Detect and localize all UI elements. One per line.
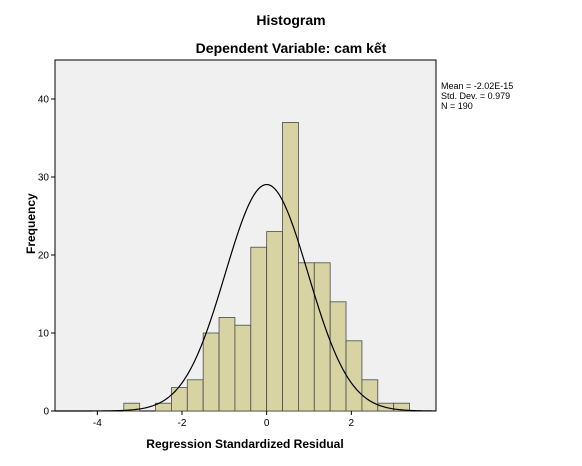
histogram-bar <box>250 246 268 412</box>
histogram-bar <box>234 324 252 412</box>
histogram-bar <box>313 262 331 412</box>
y-tick-label: 10 <box>38 329 50 340</box>
stats-n: N = 190 <box>441 101 473 111</box>
histogram-bar <box>266 231 283 412</box>
y-tick-label: 0 <box>43 407 49 418</box>
histogram-bar <box>345 340 363 412</box>
histogram-bar <box>361 379 379 412</box>
stats-box: Mean = -2.02E-15 Std. Dev. = 0.979 N = 1… <box>441 81 513 111</box>
x-tick-label: 0 <box>264 418 270 429</box>
histogram-bar <box>393 402 410 412</box>
chart-subtitle: Dependent Variable: cam kết <box>195 40 387 56</box>
histogram-bar <box>282 122 299 412</box>
axes-group: 0 10 20 30 40 -4 -2 0 2 <box>38 95 355 430</box>
y-tick-label: 40 <box>38 95 50 106</box>
x-axis-label: Regression Standardized Residual <box>146 437 344 451</box>
histogram-bar <box>123 402 141 412</box>
chart-title: Histogram <box>256 12 326 28</box>
x-tick-label: -4 <box>93 418 102 429</box>
stats-std-dev: Std. Dev. = 0.979 <box>441 91 511 101</box>
histogram-bar <box>171 387 188 412</box>
stats-mean: Mean = -2.02E-15 <box>441 81 514 91</box>
histogram-bar <box>218 316 236 412</box>
x-tick-label: -2 <box>178 418 187 429</box>
histogram-bar <box>202 332 220 412</box>
histogram-bar <box>329 301 347 412</box>
x-tick-label: 2 <box>349 418 355 429</box>
normal-curve <box>55 183 437 412</box>
histogram-bar <box>186 379 204 412</box>
y-tick-label: 30 <box>38 173 50 184</box>
y-tick-label: 20 <box>38 251 50 262</box>
bars-group <box>123 122 410 412</box>
